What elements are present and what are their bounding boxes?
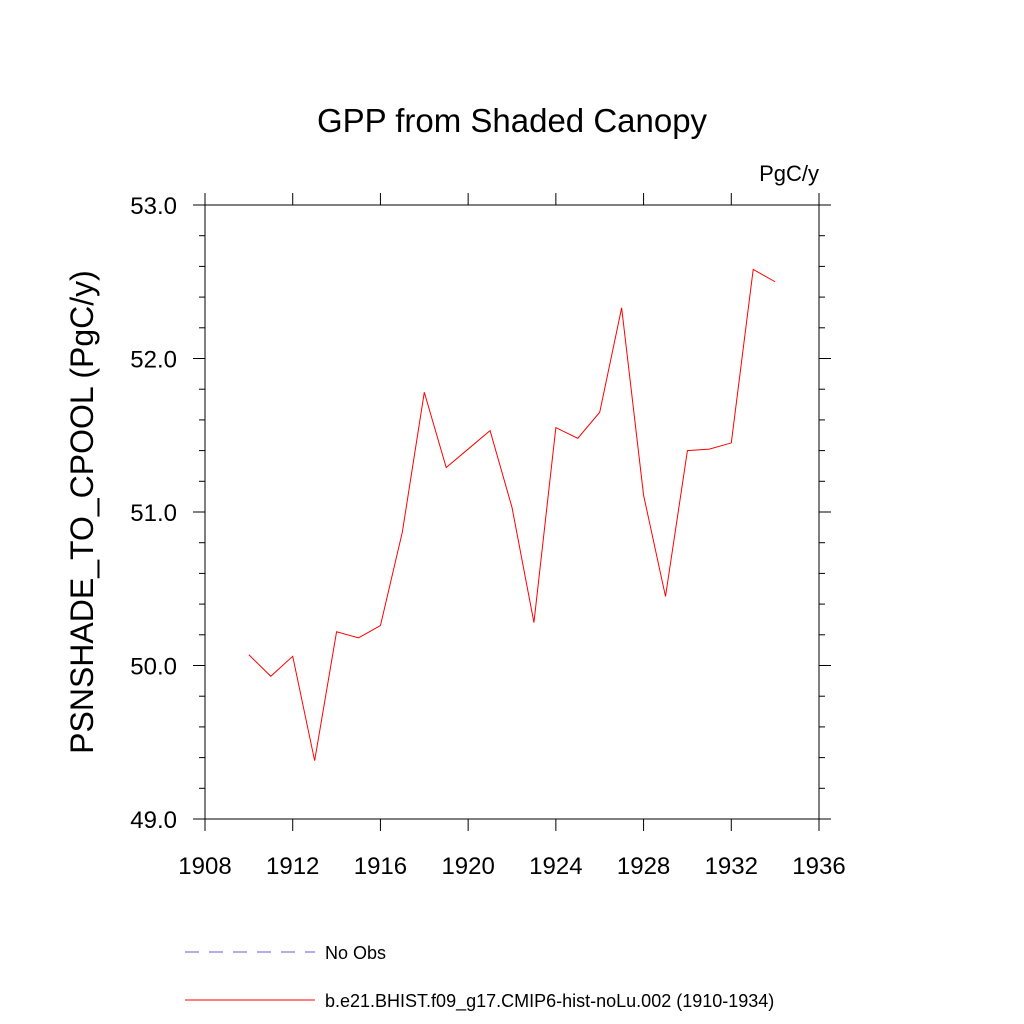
axis-ticks: 1908 1912 1916 1920 1924 1928 1932 1936 49.0 50.0… — [130, 193, 846, 880]
series-line — [248, 268, 776, 761]
y-tick-label: 52.0 — [130, 347, 177, 374]
x-tick-label: 1928 — [617, 853, 670, 880]
y-tick-label: 50.0 — [130, 654, 177, 681]
x-tick-label: 1932 — [705, 853, 758, 880]
y-tick-label: 51.0 — [130, 500, 177, 527]
units-label: PgC/y — [759, 161, 819, 186]
x-tick-label: 1916 — [354, 853, 407, 880]
y-tick-label: 49.0 — [130, 807, 177, 834]
x-tick-label: 1912 — [266, 853, 319, 880]
y-tick-label: 53.0 — [130, 193, 177, 220]
legend: No Obs b.e21.BHIST.f09_g17.CMIP6-hist-noL… — [185, 943, 774, 1012]
x-tick-label: 1924 — [529, 853, 582, 880]
series-lines — [248, 268, 776, 761]
x-tick-label: 1920 — [441, 853, 494, 880]
legend-label: No Obs — [325, 943, 386, 963]
legend-label: b.e21.BHIST.f09_g17.CMIP6-hist-noLu.002 … — [325, 991, 774, 1012]
x-tick-label: 1936 — [792, 853, 845, 880]
plot-frame — [204, 204, 820, 820]
x-tick-label: 1908 — [178, 853, 231, 880]
chart-title: GPP from Shaded Canopy — [317, 102, 708, 139]
y-axis-label: PSNSHADE_TO_CPOOL (PgC/y) — [64, 270, 100, 754]
